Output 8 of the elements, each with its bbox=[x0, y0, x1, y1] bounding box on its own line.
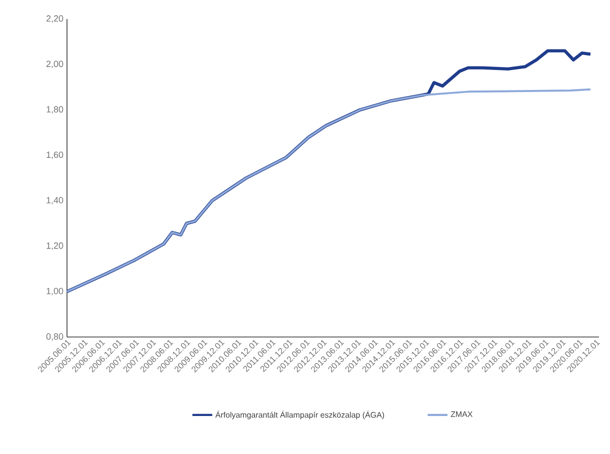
y-tick-label: 0,80 bbox=[46, 333, 64, 341]
y-tick-label: 1,20 bbox=[46, 242, 64, 250]
y-tick-label: 1,00 bbox=[46, 288, 64, 296]
y-tick-label: 1,80 bbox=[46, 106, 64, 114]
y-tick-label: 1,40 bbox=[46, 197, 64, 204]
y-tick-label: 2,20 bbox=[46, 15, 64, 23]
y-tick-label: 2,00 bbox=[46, 60, 64, 68]
y-tick-label: 1,60 bbox=[46, 152, 64, 159]
